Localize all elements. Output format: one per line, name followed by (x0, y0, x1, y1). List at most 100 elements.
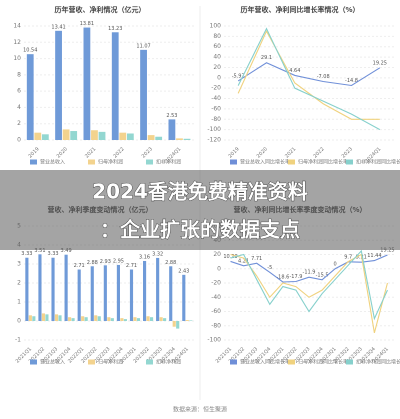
y-tick-label: 20 (213, 251, 221, 258)
bar (120, 318, 124, 321)
legend-swatch (88, 359, 95, 365)
legend-label: 扣非净利润同比增长率 (356, 159, 400, 166)
legend-label: 归母净利润同比增长率 (298, 159, 348, 166)
y-tick-label: 2 (17, 120, 21, 127)
y-tick-label: 0 (217, 74, 221, 81)
bar (25, 257, 29, 321)
bar (136, 318, 141, 321)
bar (183, 138, 191, 140)
data-label: 11.07 (136, 43, 150, 49)
headline: ：企业扩张的数据支点 (100, 218, 300, 242)
y-tick-label: 10 (13, 55, 21, 62)
legend-label: 营业总收入同比增长率 (240, 159, 290, 166)
bar (90, 266, 94, 321)
y-tick-label: -40 (211, 95, 221, 102)
bar (176, 138, 183, 140)
data-label: 4.64 (289, 68, 300, 74)
bar (97, 316, 101, 321)
data-label: 10.54 (23, 48, 37, 54)
data-label: -5 (267, 265, 272, 271)
y-tick-label: -80 (211, 322, 221, 329)
data-label: 2.88 (165, 260, 176, 266)
legend-label: 归母净利润 (98, 359, 123, 366)
legend-label: 归母净利润同比增长率 (298, 359, 348, 366)
bar (111, 32, 119, 140)
bar (58, 315, 62, 321)
bar (133, 317, 137, 321)
data-label: -15.5 (316, 272, 329, 278)
data-label: 13.23 (108, 26, 122, 32)
data-label: 3.16 (139, 254, 150, 260)
y-tick-label: 1 (17, 299, 21, 306)
bar (71, 318, 75, 321)
bar (68, 317, 72, 321)
data-label: 13.41 (51, 24, 65, 30)
bar (172, 321, 176, 327)
data-label: 29.1 (261, 55, 272, 61)
y-tick-label: 60 (213, 43, 221, 50)
legend-label: 营业总收入 (40, 359, 65, 366)
bar (156, 257, 160, 321)
bar (84, 317, 88, 321)
legend-swatch (30, 359, 37, 365)
line (237, 29, 380, 120)
bar (176, 321, 180, 329)
y-tick-label: -100 (207, 337, 221, 344)
bar (149, 317, 154, 321)
headline-band (0, 170, 400, 250)
bar (45, 314, 49, 321)
y-tick-label: -120 (207, 137, 221, 144)
data-label: 9.7 (344, 254, 352, 260)
bar (119, 132, 127, 140)
y-tick-label: -40 (211, 294, 221, 301)
data-label: 19.25 (373, 60, 387, 66)
bar (185, 320, 189, 321)
chart-title: 历年营收、净利同比增长率情况（%） (240, 5, 359, 14)
y-tick-label: -60 (211, 308, 221, 315)
bar (116, 264, 120, 321)
legend-swatch (146, 359, 153, 365)
data-label: -5.97 (232, 73, 245, 79)
bar (26, 54, 34, 140)
line (237, 27, 381, 131)
bar (41, 134, 49, 140)
legend-label: 扣非净利润同比增长率 (356, 359, 400, 366)
bar (143, 260, 147, 321)
bar (81, 316, 85, 321)
data-label: 13.81 (80, 21, 94, 27)
legend-swatch (88, 159, 95, 165)
y-tick-label: 0 (217, 265, 221, 272)
y-tick-label: 8 (17, 71, 21, 78)
y-tick-label: 3 (17, 261, 21, 268)
line (230, 249, 388, 321)
line (237, 62, 381, 87)
data-label: 2.95 (113, 258, 124, 264)
y-tick-label: 80 (213, 33, 221, 40)
data-label: 3.32 (152, 251, 163, 257)
bar (163, 318, 167, 321)
y-tick-label: 0 (17, 318, 21, 325)
data-label: 2.88 (87, 260, 98, 266)
y-tick-label: 0 (17, 137, 21, 144)
bar (126, 133, 134, 140)
y-tick-label: 14 (13, 23, 21, 30)
bar (91, 130, 98, 140)
legend-label: 扣非净利润 (156, 359, 181, 366)
data-label: -7.08 (317, 74, 330, 80)
y-tick-label: 12 (13, 39, 21, 46)
data-label: -17.9 (289, 274, 302, 280)
bar (64, 254, 68, 321)
headline: 2024香港免费精准资料 (92, 180, 308, 204)
data-label: 2.43 (178, 268, 189, 274)
bar (98, 131, 106, 140)
legend-label: 扣非净利润 (156, 159, 181, 166)
bar (189, 320, 193, 321)
legend-swatch (230, 359, 237, 365)
bar (62, 129, 70, 140)
y-tick-label: -1 (15, 337, 21, 344)
bar (28, 315, 32, 321)
bar (41, 313, 46, 321)
bar (77, 269, 81, 321)
legend-swatch (346, 159, 353, 165)
